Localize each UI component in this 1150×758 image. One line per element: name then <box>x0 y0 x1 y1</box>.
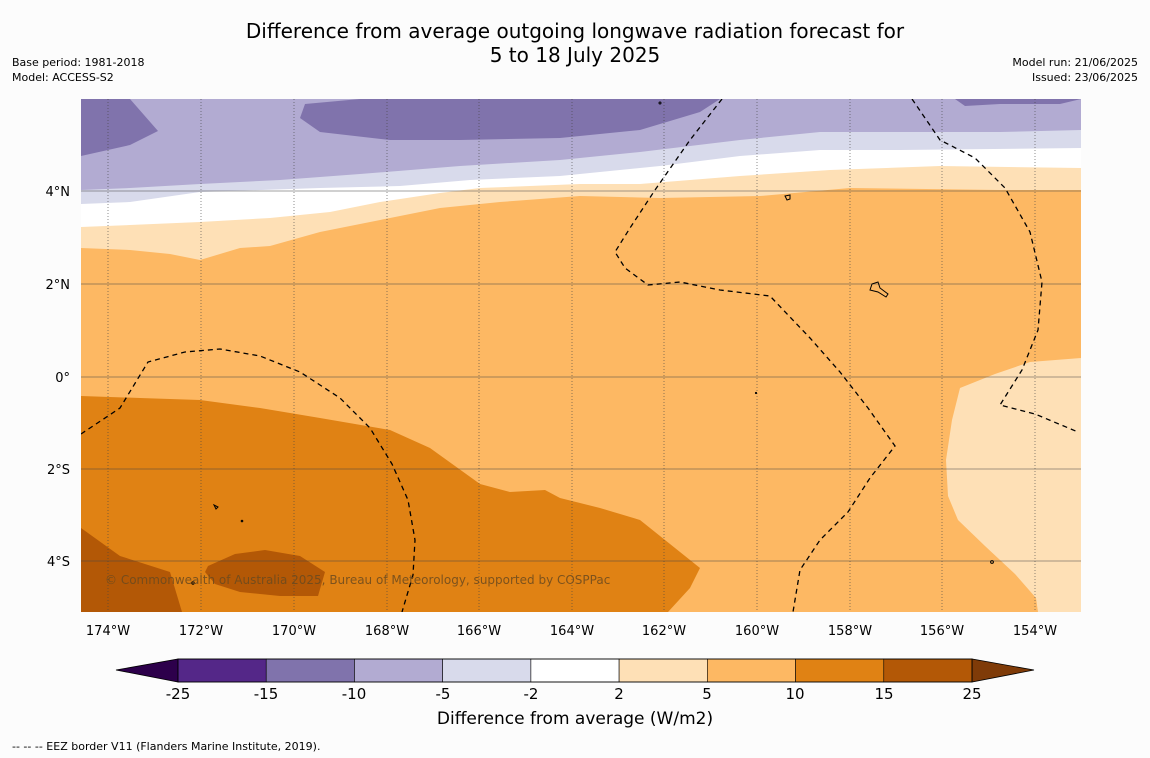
meta-left: Base period: 1981-2018 Model: ACCESS-S2 <box>12 55 144 85</box>
cbar-tick-1: -25 <box>166 685 191 703</box>
map-title: Difference from average outgoing longwav… <box>200 19 950 67</box>
lon-label-166w: 166°W <box>457 624 501 639</box>
cbar-tick-6: 2 <box>614 685 624 703</box>
island-south-west <box>191 581 195 585</box>
lon-label-156w: 156°W <box>920 624 964 639</box>
lon-label-168w: 168°W <box>365 624 409 639</box>
field-dark-purple-patch-west <box>81 99 158 156</box>
lat-label-4n: 4°N <box>46 185 71 200</box>
meta-right: Model run: 21/06/2025 Issued: 23/06/2025 <box>1012 55 1138 85</box>
colorbar-cell <box>354 658 443 683</box>
colorbar-title: Difference from average (W/m2) <box>436 709 714 729</box>
lat-label-4s: 4°S <box>47 555 70 570</box>
colorbar-cell <box>883 658 973 683</box>
colorbar-tick-labels: -25 -15 -10 -5 -2 2 5 10 15 25 <box>166 685 982 703</box>
cbar-tick-10: 25 <box>962 685 981 703</box>
colorbar-cell <box>707 658 796 683</box>
field-dark-purple-patch-central <box>300 99 720 140</box>
issued-text: Issued: 23/06/2025 <box>1031 71 1138 84</box>
eez-borders <box>81 99 1079 612</box>
island-center <box>754 391 758 395</box>
lon-label-172w: 172°W <box>179 624 223 639</box>
field-brown-patch-central <box>205 550 325 596</box>
island-north-central <box>658 101 662 105</box>
colorbar-over-extension <box>971 658 1035 683</box>
cbar-tick-2: -15 <box>254 685 279 703</box>
colorbar: -25 -15 -10 -5 -2 2 5 10 15 25 <box>115 658 1035 703</box>
field-dark-purple-patch-east <box>955 99 1081 106</box>
lat-label-2s: 2°S <box>47 463 70 478</box>
colorbar-under-extension <box>115 658 179 683</box>
field-light-orange-east <box>946 358 1081 612</box>
island-south-east <box>990 560 994 564</box>
cbar-tick-9: 15 <box>874 685 893 703</box>
island-northeast <box>784 194 791 201</box>
cbar-tick-4: -5 <box>436 685 451 703</box>
lon-label-160w: 160°W <box>735 624 779 639</box>
colorbar-cell <box>265 658 355 683</box>
eez-border-west <box>81 348 416 612</box>
cbar-tick-7: 5 <box>702 685 712 703</box>
lat-label-2n: 2°N <box>46 278 71 293</box>
lon-labels: 174°W 172°W 170°W 168°W 166°W 164°W 162°… <box>86 624 1057 639</box>
title-line-2: 5 to 18 July 2025 <box>489 43 661 67</box>
island-kiritimati <box>869 281 889 298</box>
eez-border-central <box>614 99 896 612</box>
lat-label-0: 0° <box>55 371 70 386</box>
island-west-1 <box>212 503 219 510</box>
field-brown-patch-west <box>81 528 182 612</box>
base-period-text: Base period: 1981-2018 <box>12 56 145 69</box>
colorbar-cell <box>795 658 885 683</box>
colorbar-cell <box>442 658 532 683</box>
lon-label-162w: 162°W <box>642 624 686 639</box>
model-text: Model: ACCESS-S2 <box>12 71 114 84</box>
lon-label-164w: 164°W <box>550 624 594 639</box>
cbar-tick-8: 10 <box>785 685 804 703</box>
colorbar-cell <box>618 658 708 683</box>
colorbar-outline <box>177 658 973 683</box>
islands <box>191 101 994 585</box>
lon-label-154w: 154°W <box>1013 624 1057 639</box>
title-line-1: Difference from average outgoing longwav… <box>245 19 905 43</box>
model-run-text: Model run: 21/06/2025 <box>1012 56 1138 69</box>
colorbar-cell <box>177 658 267 683</box>
colorbar-cells <box>177 658 973 683</box>
lat-labels: 4°N 2°N 0° 2°S 4°S <box>46 185 71 570</box>
graticule <box>81 190 1081 562</box>
eez-footnote: -- -- -- EEZ border V11 (Flanders Marine… <box>12 740 321 753</box>
map-area: © Commonwealth of Australia 2025, Bureau… <box>81 99 1081 612</box>
lon-label-158w: 158°W <box>828 624 872 639</box>
island-west-2 <box>240 519 244 523</box>
lon-label-174w: 174°W <box>86 624 130 639</box>
eez-border-east <box>911 99 1079 433</box>
cbar-tick-3: -10 <box>342 685 367 703</box>
copyright-text: © Commonwealth of Australia 2025, Bureau… <box>105 573 610 587</box>
cbar-tick-5: -2 <box>524 685 539 703</box>
lon-label-170w: 170°W <box>272 624 316 639</box>
colorbar-cell <box>530 658 620 683</box>
